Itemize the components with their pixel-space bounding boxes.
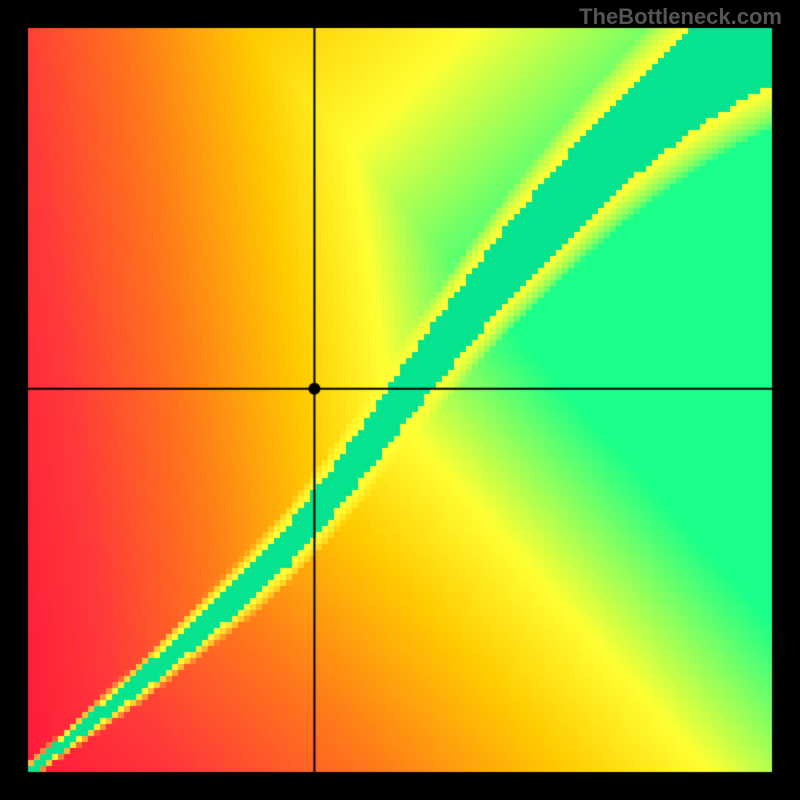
bottleneck-heatmap (0, 0, 800, 800)
attribution-label: TheBottleneck.com (579, 4, 782, 30)
figure-container: TheBottleneck.com (0, 0, 800, 800)
